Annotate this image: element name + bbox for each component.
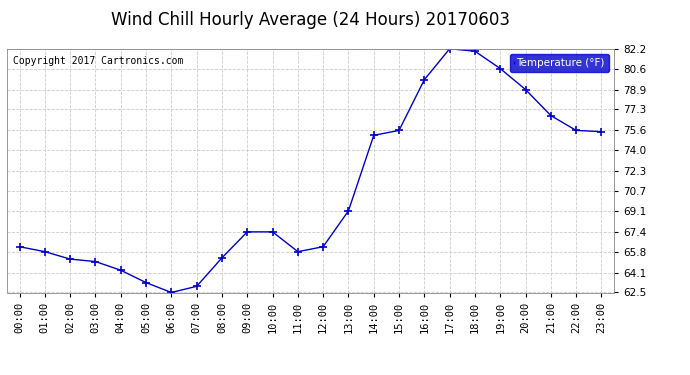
Text: Copyright 2017 Cartronics.com: Copyright 2017 Cartronics.com <box>13 56 184 66</box>
Text: Wind Chill Hourly Average (24 Hours) 20170603: Wind Chill Hourly Average (24 Hours) 201… <box>111 11 510 29</box>
Legend: Temperature (°F): Temperature (°F) <box>510 54 609 72</box>
